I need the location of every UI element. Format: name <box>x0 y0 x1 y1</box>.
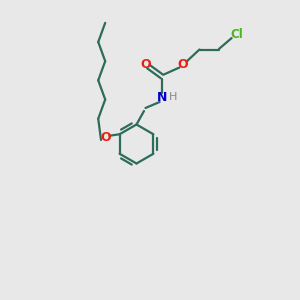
Text: H: H <box>169 92 178 102</box>
Text: Cl: Cl <box>231 28 243 41</box>
Text: O: O <box>140 58 151 71</box>
Text: N: N <box>157 91 167 104</box>
Text: O: O <box>178 58 188 71</box>
Text: O: O <box>100 131 110 144</box>
